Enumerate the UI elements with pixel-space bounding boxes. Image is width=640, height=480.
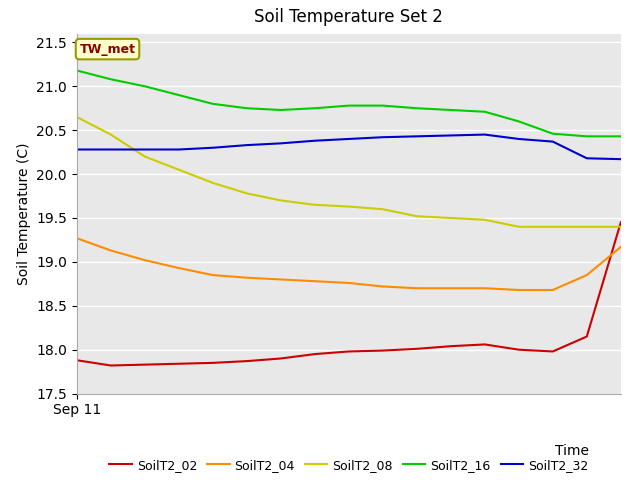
SoilT2_16 xyxy=(617,133,625,139)
SoilT2_08 xyxy=(583,224,591,229)
SoilT2_32 xyxy=(617,156,625,162)
SoilT2_02 xyxy=(277,356,285,361)
SoilT2_08 xyxy=(379,206,387,212)
SoilT2_16 xyxy=(583,133,591,139)
SoilT2_02 xyxy=(73,357,81,363)
SoilT2_08 xyxy=(481,217,489,223)
Line: SoilT2_32: SoilT2_32 xyxy=(77,134,621,159)
SoilT2_16 xyxy=(141,84,148,89)
SoilT2_08 xyxy=(515,224,523,229)
SoilT2_32 xyxy=(583,156,591,161)
SoilT2_16 xyxy=(175,92,182,98)
SoilT2_08 xyxy=(311,202,319,208)
SoilT2_02 xyxy=(311,351,319,357)
Legend: SoilT2_02, SoilT2_04, SoilT2_08, SoilT2_16, SoilT2_32: SoilT2_02, SoilT2_04, SoilT2_08, SoilT2_… xyxy=(104,454,593,477)
SoilT2_32 xyxy=(277,141,285,146)
Line: SoilT2_16: SoilT2_16 xyxy=(77,71,621,136)
SoilT2_08 xyxy=(209,180,216,186)
SoilT2_08 xyxy=(107,132,115,137)
SoilT2_02 xyxy=(617,219,625,225)
Line: SoilT2_08: SoilT2_08 xyxy=(77,117,621,227)
SoilT2_16 xyxy=(277,107,285,113)
SoilT2_08 xyxy=(617,224,625,229)
SoilT2_08 xyxy=(447,215,454,221)
SoilT2_16 xyxy=(549,131,557,137)
SoilT2_04 xyxy=(617,244,625,250)
SoilT2_02 xyxy=(107,362,115,368)
SoilT2_32 xyxy=(515,136,523,142)
SoilT2_16 xyxy=(243,105,251,111)
SoilT2_32 xyxy=(413,133,420,139)
SoilT2_32 xyxy=(379,134,387,140)
SoilT2_04 xyxy=(379,284,387,289)
Line: SoilT2_04: SoilT2_04 xyxy=(77,238,621,290)
SoilT2_04 xyxy=(515,287,523,293)
SoilT2_32 xyxy=(311,138,319,144)
SoilT2_02 xyxy=(413,346,420,352)
SoilT2_16 xyxy=(107,76,115,82)
SoilT2_08 xyxy=(175,167,182,173)
SoilT2_16 xyxy=(73,68,81,73)
SoilT2_08 xyxy=(413,213,420,219)
SoilT2_02 xyxy=(447,343,454,349)
SoilT2_04 xyxy=(311,278,319,284)
SoilT2_02 xyxy=(481,342,489,348)
SoilT2_02 xyxy=(379,348,387,353)
SoilT2_04 xyxy=(277,276,285,282)
SoilT2_04 xyxy=(345,280,353,286)
SoilT2_32 xyxy=(209,145,216,151)
Title: Soil Temperature Set 2: Soil Temperature Set 2 xyxy=(254,9,444,26)
SoilT2_04 xyxy=(73,235,81,241)
SoilT2_08 xyxy=(73,114,81,120)
SoilT2_02 xyxy=(141,362,148,368)
SoilT2_04 xyxy=(107,248,115,253)
SoilT2_32 xyxy=(175,146,182,152)
SoilT2_32 xyxy=(481,132,489,137)
Text: Time: Time xyxy=(555,444,589,458)
SoilT2_04 xyxy=(481,285,489,291)
SoilT2_16 xyxy=(413,105,420,111)
SoilT2_08 xyxy=(549,224,557,229)
SoilT2_08 xyxy=(243,191,251,196)
SoilT2_32 xyxy=(107,146,115,152)
SoilT2_02 xyxy=(175,361,182,367)
SoilT2_08 xyxy=(345,204,353,209)
Text: TW_met: TW_met xyxy=(79,43,136,56)
SoilT2_04 xyxy=(141,257,148,263)
SoilT2_02 xyxy=(515,347,523,353)
SoilT2_32 xyxy=(549,139,557,144)
SoilT2_16 xyxy=(311,105,319,111)
SoilT2_16 xyxy=(209,101,216,107)
SoilT2_04 xyxy=(243,275,251,281)
SoilT2_08 xyxy=(277,198,285,204)
SoilT2_02 xyxy=(549,348,557,354)
SoilT2_02 xyxy=(209,360,216,366)
SoilT2_16 xyxy=(379,103,387,108)
SoilT2_16 xyxy=(515,119,523,124)
SoilT2_04 xyxy=(447,285,454,291)
SoilT2_32 xyxy=(141,146,148,152)
SoilT2_08 xyxy=(141,154,148,159)
Line: SoilT2_02: SoilT2_02 xyxy=(77,222,621,365)
SoilT2_32 xyxy=(243,142,251,148)
SoilT2_02 xyxy=(583,334,591,339)
Y-axis label: Soil Temperature (C): Soil Temperature (C) xyxy=(17,143,31,285)
SoilT2_16 xyxy=(481,109,489,115)
SoilT2_02 xyxy=(345,348,353,354)
SoilT2_32 xyxy=(345,136,353,142)
SoilT2_04 xyxy=(549,287,557,293)
SoilT2_04 xyxy=(209,272,216,278)
SoilT2_04 xyxy=(175,265,182,271)
SoilT2_16 xyxy=(447,107,454,113)
SoilT2_04 xyxy=(413,285,420,291)
SoilT2_02 xyxy=(243,358,251,364)
SoilT2_16 xyxy=(345,103,353,108)
SoilT2_04 xyxy=(583,272,591,278)
SoilT2_32 xyxy=(73,146,81,152)
SoilT2_32 xyxy=(447,132,454,138)
